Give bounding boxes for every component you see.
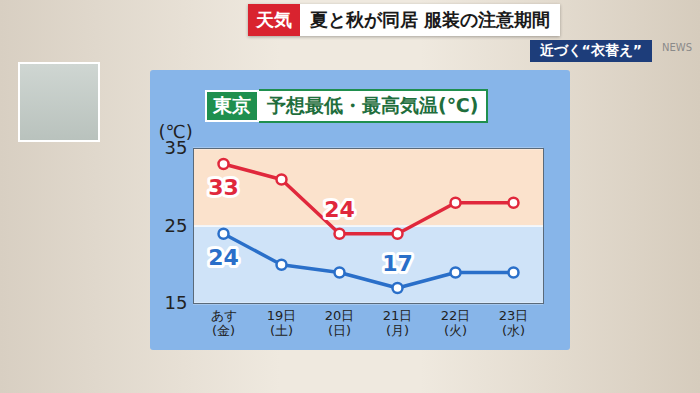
svg-text:(℃): (℃)	[159, 122, 193, 142]
svg-text:17: 17	[382, 251, 413, 276]
svg-text:21日(月): 21日(月)	[383, 308, 413, 338]
svg-text:24: 24	[324, 197, 355, 222]
html-text:夏と秋が同居 服装の注意期間: 夏と秋が同居 服装の注意期間	[310, 9, 551, 30]
svg-text:25: 25	[165, 215, 188, 236]
svg-text:15: 15	[165, 292, 188, 313]
svg-text:35: 35	[164, 137, 188, 159]
svg-text:24: 24	[208, 245, 239, 270]
svg-text:あす(金): あす(金)	[211, 308, 237, 338]
svg-text:20日(日): 20日(日)	[325, 308, 355, 338]
svg-text:22日(火): 22日(火)	[441, 308, 471, 338]
svg-text:23日(水): 23日(水)	[499, 308, 529, 338]
html-text:天気: 天気	[256, 9, 292, 30]
svg-text:19日(土): 19日(土)	[267, 308, 297, 338]
html-text:NEWS: NEWS	[662, 42, 692, 53]
html-text:近づく“衣替え”: 近づく“衣替え”	[539, 42, 642, 58]
svg-text:33: 33	[208, 175, 239, 200]
html-text:東京: 東京	[213, 94, 251, 116]
html-text:予想最低・最高気温(℃): 予想最低・最高気温(℃)	[267, 94, 479, 116]
